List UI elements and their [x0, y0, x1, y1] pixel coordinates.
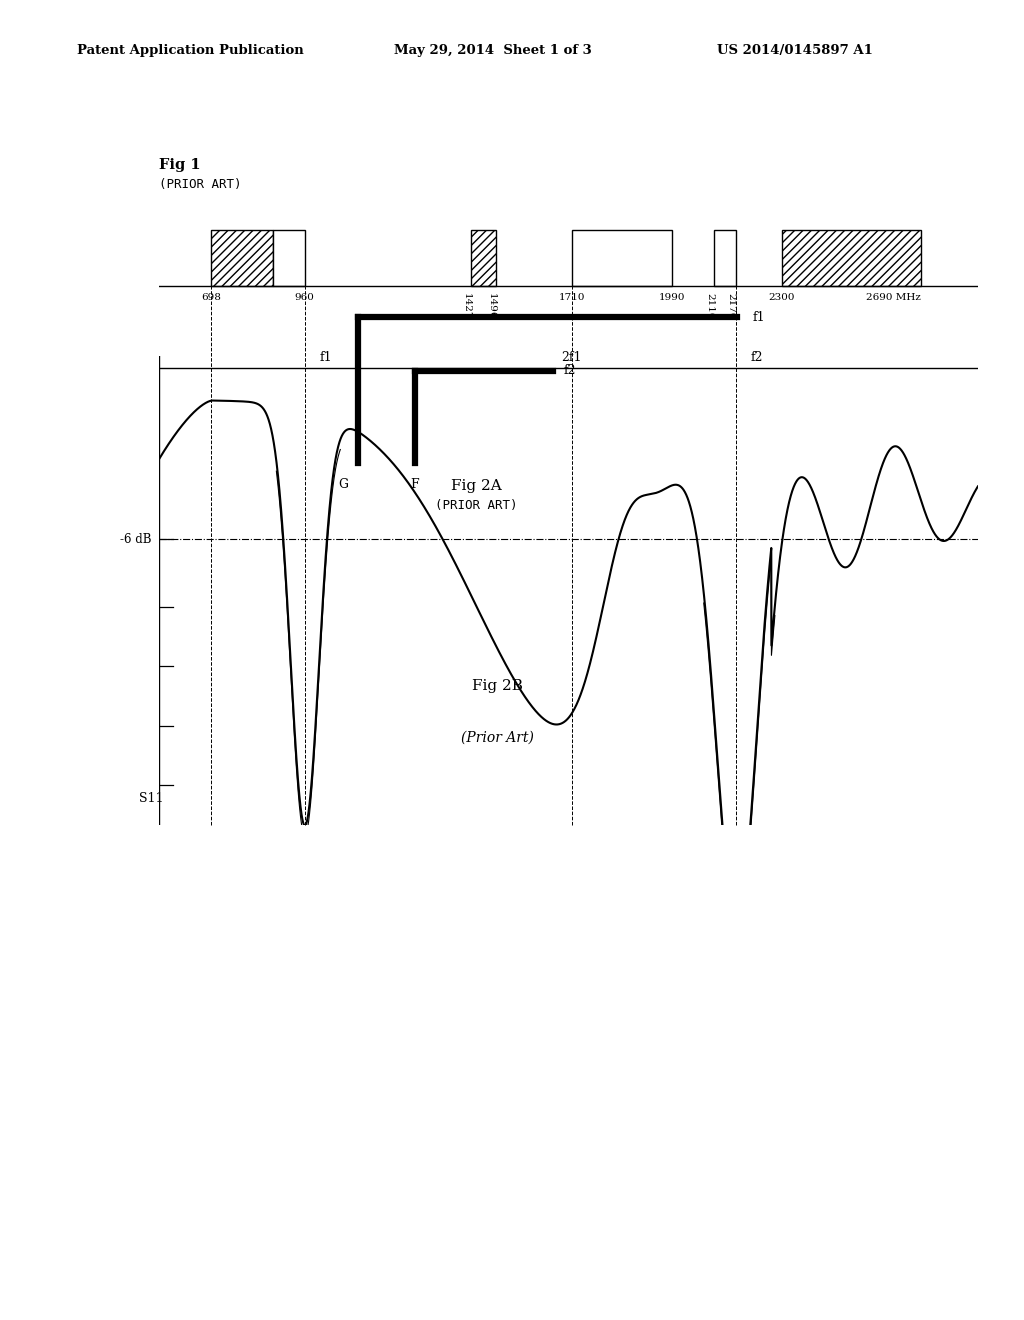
Text: -6 dB: -6 dB: [120, 532, 152, 545]
Text: 2690 MHz: 2690 MHz: [866, 293, 921, 302]
Text: 2110: 2110: [706, 293, 715, 319]
Text: F: F: [411, 478, 419, 491]
Text: Patent Application Publication: Patent Application Publication: [77, 44, 303, 57]
Text: f2: f2: [751, 351, 763, 364]
Bar: [782, 230, 921, 286]
Text: 2300: 2300: [769, 293, 796, 302]
Text: G: G: [338, 478, 348, 491]
Text: f1: f1: [319, 351, 333, 364]
Bar: [571, 230, 672, 286]
Text: 2170: 2170: [727, 293, 735, 319]
Text: Fig 2B: Fig 2B: [472, 678, 522, 693]
Text: 1496: 1496: [486, 293, 496, 319]
Text: 1710: 1710: [559, 293, 585, 302]
Text: 1427: 1427: [462, 293, 471, 319]
Bar: [715, 230, 735, 286]
Text: 960: 960: [295, 293, 314, 302]
Text: 2f1: 2f1: [561, 351, 582, 364]
Text: US 2014/0145897 A1: US 2014/0145897 A1: [717, 44, 872, 57]
Text: (Prior Art): (Prior Art): [461, 731, 534, 744]
Text: (PRIOR ART): (PRIOR ART): [435, 499, 517, 512]
Text: Fig 2A: Fig 2A: [451, 479, 502, 494]
Text: S11: S11: [139, 792, 164, 805]
Bar: [471, 230, 496, 286]
Bar: [211, 230, 272, 286]
Bar: [211, 230, 272, 286]
Text: Fig 1: Fig 1: [159, 158, 201, 173]
Text: May 29, 2014  Sheet 1 of 3: May 29, 2014 Sheet 1 of 3: [394, 44, 592, 57]
Bar: [272, 230, 305, 286]
Text: f2: f2: [563, 364, 575, 378]
Text: (PRIOR ART): (PRIOR ART): [159, 178, 242, 191]
Bar: [471, 230, 496, 286]
Text: f1: f1: [753, 310, 765, 323]
Text: 1990: 1990: [658, 293, 685, 302]
Bar: [782, 230, 921, 286]
Text: 698: 698: [202, 293, 221, 302]
